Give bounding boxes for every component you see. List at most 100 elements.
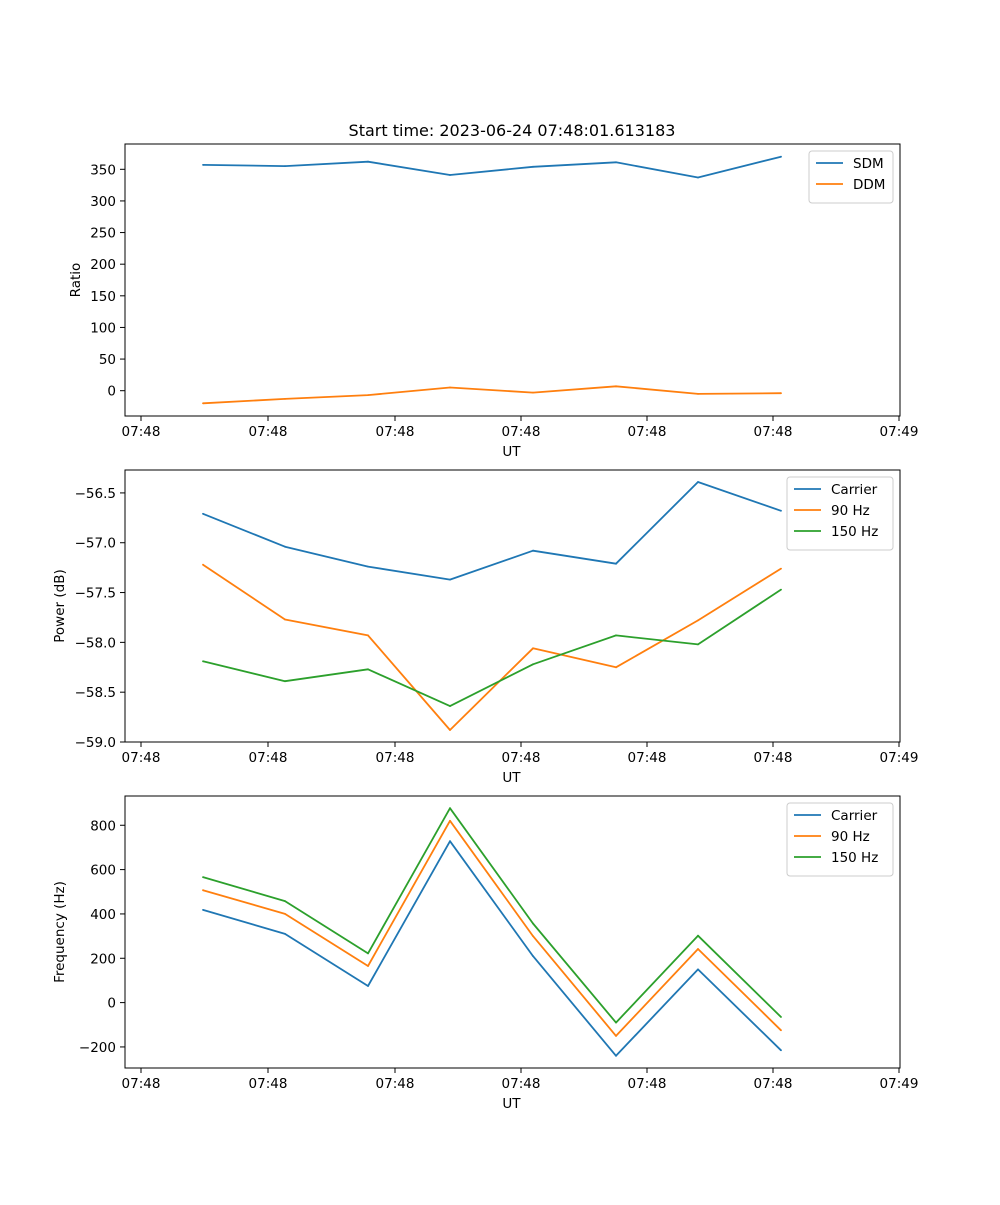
y-tick-label: 600 [90, 863, 116, 879]
series-line-90-hz [202, 819, 782, 1037]
data-point [615, 385, 617, 388]
plot-area-frame [124, 469, 901, 743]
data-point [202, 660, 204, 663]
x-tick-label: 07:48 [502, 1076, 541, 1092]
data-point [532, 955, 534, 957]
legend-label: Carrier [831, 808, 878, 824]
y-tick-label: 100 [90, 320, 116, 336]
data-point [615, 1054, 617, 1057]
y-tick-label: 250 [90, 226, 116, 242]
x-tick-label: 07:48 [376, 424, 415, 440]
data-point [449, 819, 451, 822]
data-point [780, 1029, 782, 1032]
legend-label: DDM [853, 177, 885, 193]
y-tick-label: 200 [90, 951, 116, 967]
data-point [367, 952, 369, 955]
legend-label: 150 Hz [831, 850, 878, 866]
data-point [532, 165, 534, 168]
x-tick-label: 07:48 [754, 1076, 793, 1092]
data-point [780, 1049, 782, 1052]
x-tick-label: 07:48 [502, 750, 541, 766]
data-point [202, 876, 204, 878]
x-tick-label: 07:48 [249, 1076, 288, 1092]
series-line-sdm [202, 155, 782, 179]
y-tick-label: −56.5 [75, 486, 116, 502]
y-tick-label: −57.0 [75, 536, 116, 552]
series-line-150-hz [202, 807, 782, 1024]
data-point [697, 948, 699, 950]
data-point [284, 545, 286, 548]
y-tick-label: 800 [90, 818, 116, 834]
data-point [202, 889, 204, 892]
y-tick-label: 400 [90, 907, 116, 923]
data-point [367, 985, 369, 987]
x-tick-label: 07:48 [376, 1076, 415, 1092]
series-line-carrier [202, 840, 782, 1057]
data-point [697, 393, 699, 395]
x-axis-label: UT [502, 444, 521, 460]
data-point [284, 933, 286, 935]
data-point [284, 398, 286, 400]
data-point [449, 729, 451, 731]
data-point [367, 634, 369, 637]
data-point [697, 968, 699, 971]
legend-label: 150 Hz [831, 524, 878, 540]
y-axis-label: Ratio [68, 263, 84, 298]
x-tick-label: 07:48 [502, 424, 541, 440]
data-point [449, 807, 451, 810]
data-point [532, 663, 534, 666]
data-point [780, 588, 782, 591]
figure-title: Start time: 2023-06-24 07:48:01.613183 [349, 121, 676, 140]
data-point [615, 161, 617, 164]
series-line-150-hz [202, 588, 782, 707]
data-point [780, 392, 782, 395]
data-point [449, 174, 451, 176]
data-point [284, 900, 286, 902]
data-point [202, 909, 204, 911]
plot-area-frame [124, 143, 901, 417]
x-tick-label: 07:48 [628, 424, 667, 440]
legend-label: SDM [853, 156, 884, 172]
data-point [697, 619, 699, 622]
data-point [367, 565, 369, 568]
data-point [532, 647, 534, 650]
y-tick-label: 350 [90, 162, 116, 178]
data-point [615, 1021, 617, 1024]
x-tick-label: 07:48 [122, 1076, 161, 1092]
x-tick-label: 07:48 [754, 424, 793, 440]
y-tick-label: 50 [99, 352, 116, 368]
data-point [284, 165, 286, 168]
data-point [615, 666, 617, 669]
data-point [202, 164, 204, 166]
y-tick-label: −58.0 [75, 635, 116, 651]
x-tick-label: 07:49 [880, 1076, 919, 1092]
y-tick-label: 300 [90, 194, 116, 210]
data-point [697, 934, 699, 937]
x-tick-label: 07:48 [249, 424, 288, 440]
x-tick-label: 07:49 [880, 424, 919, 440]
data-point [449, 840, 451, 843]
series-line-ddm [202, 385, 782, 405]
data-point [449, 386, 451, 389]
legend-label: Carrier [831, 482, 878, 498]
data-point [532, 922, 534, 925]
series-line-90-hz [202, 563, 782, 731]
y-tick-label: −200 [79, 1040, 116, 1056]
data-point [780, 155, 782, 158]
x-tick-label: 07:48 [249, 750, 288, 766]
x-tick-label: 07:48 [122, 750, 161, 766]
data-point [615, 562, 617, 565]
data-point [780, 567, 782, 570]
x-tick-label: 07:48 [628, 1076, 667, 1092]
y-tick-label: 0 [107, 384, 116, 400]
y-tick-label: 200 [90, 257, 116, 273]
y-axis-label: Power (dB) [52, 569, 68, 642]
series-line-carrier [202, 481, 782, 581]
y-tick-label: −59.0 [75, 735, 116, 751]
data-point [284, 913, 286, 915]
data-point [532, 549, 534, 552]
data-point [284, 618, 286, 621]
data-point [449, 705, 451, 707]
